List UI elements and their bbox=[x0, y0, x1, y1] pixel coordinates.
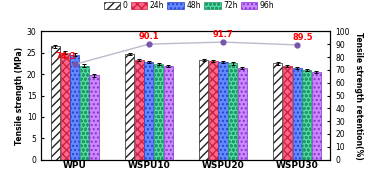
Bar bbox=[51, 46, 60, 160]
Point bbox=[146, 43, 152, 46]
Text: 89.5: 89.5 bbox=[293, 33, 313, 42]
Bar bbox=[125, 54, 134, 160]
Bar bbox=[228, 63, 237, 160]
Legend: 0, 24h, 48h, 72h, 96h: 0, 24h, 48h, 72h, 96h bbox=[101, 0, 277, 13]
Text: 91.7: 91.7 bbox=[213, 30, 233, 39]
Text: 74.3: 74.3 bbox=[56, 52, 76, 61]
Bar bbox=[80, 66, 89, 160]
Bar bbox=[238, 68, 247, 160]
Bar bbox=[218, 62, 228, 160]
Point bbox=[294, 43, 300, 46]
Bar bbox=[302, 70, 311, 160]
Bar bbox=[154, 64, 163, 160]
Y-axis label: Tensile strength retention(%): Tensile strength retention(%) bbox=[354, 32, 363, 159]
Bar bbox=[293, 68, 302, 160]
Bar bbox=[90, 75, 99, 160]
Bar bbox=[199, 60, 208, 160]
Bar bbox=[164, 66, 173, 160]
Bar bbox=[273, 63, 282, 160]
Point bbox=[72, 63, 78, 66]
Point bbox=[220, 41, 226, 43]
Bar bbox=[135, 60, 144, 160]
Text: 90.1: 90.1 bbox=[139, 32, 159, 41]
Bar bbox=[209, 61, 218, 160]
Bar bbox=[144, 62, 153, 160]
Bar bbox=[60, 53, 70, 160]
Bar bbox=[70, 55, 79, 160]
Y-axis label: Tensile strength (MPa): Tensile strength (MPa) bbox=[15, 46, 24, 145]
Bar bbox=[283, 66, 292, 160]
Bar bbox=[312, 72, 321, 160]
